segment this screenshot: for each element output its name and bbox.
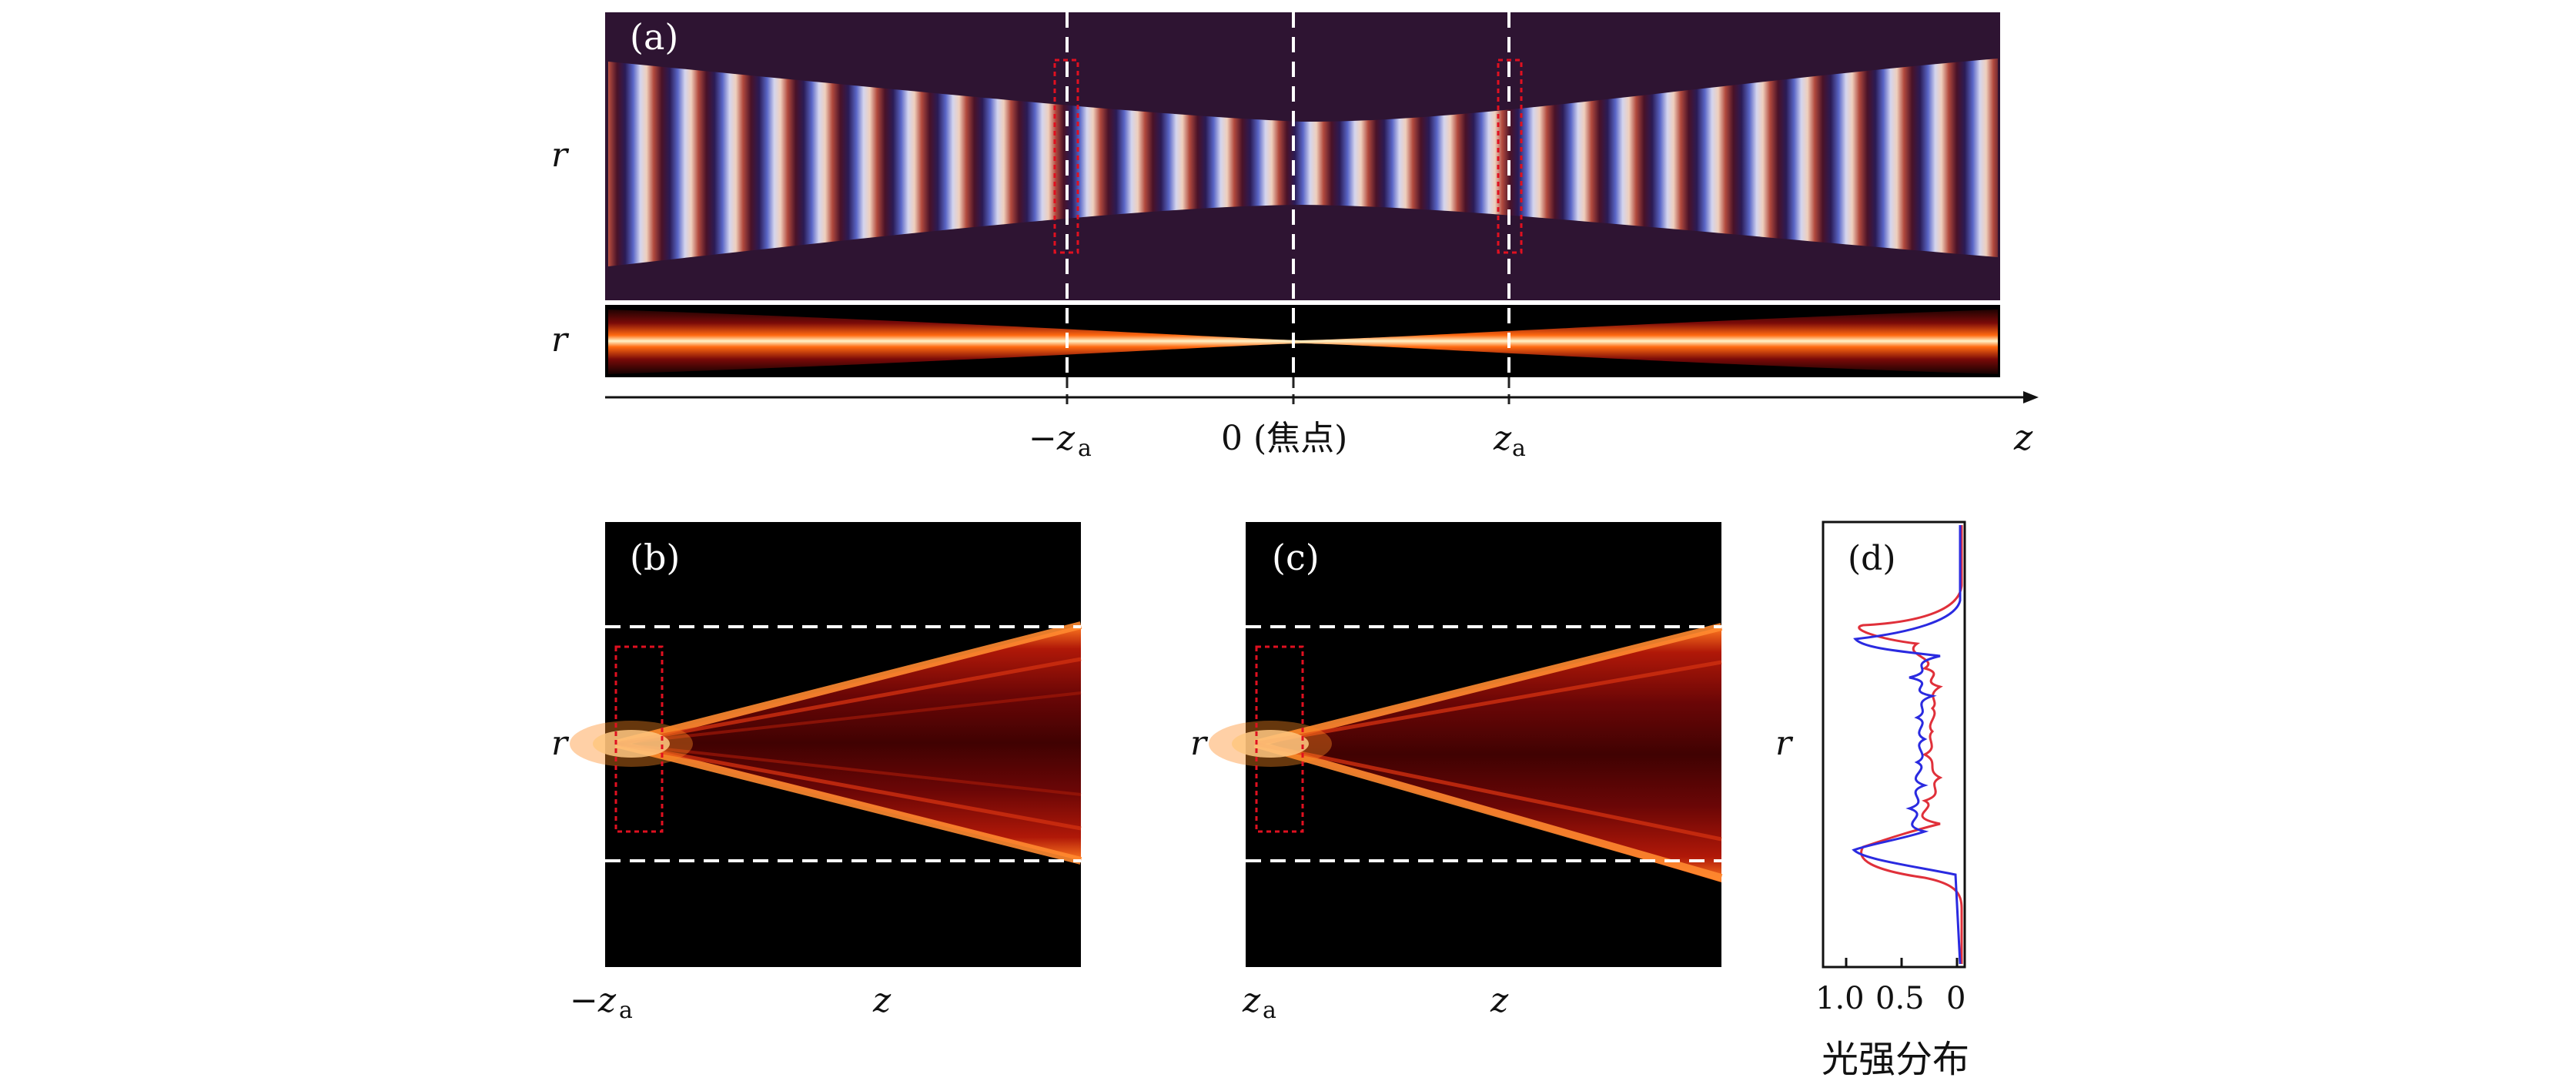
panel-d-tick-1: 1.0: [1815, 981, 1865, 1016]
panel-b-marker-box: [614, 645, 664, 833]
panel-d-r-label: r: [1775, 724, 1794, 763]
svg-text:a: a: [619, 997, 633, 1024]
svg-text:z: z: [1493, 419, 1512, 458]
panel-a-r-label: r: [551, 136, 570, 175]
panel-c-z-label: z: [1490, 981, 1509, 1020]
panel-d-xlabel: 光强分布: [1822, 1038, 1969, 1081]
panel-c-tag: (c): [1272, 537, 1320, 578]
panel-d: (d) r 1.0 0.5 0 光强分布: [1775, 520, 1969, 1081]
z-axis-arrow: [2023, 391, 2039, 403]
panel-c: (c) r z a z: [1190, 522, 1723, 1024]
panel-b-cone: [616, 625, 1081, 861]
marker-box-left: [1053, 59, 1079, 254]
panel-c-marker-box: [1255, 645, 1304, 833]
panel-b-tick-left: −z a: [570, 981, 633, 1024]
panel-a-tag: (a): [630, 16, 678, 58]
svg-text:a: a: [1078, 435, 1092, 462]
svg-text:−z: −z: [570, 981, 617, 1020]
panel-c-cone: [1255, 627, 1721, 882]
panel-a: (a) r r −z a 0 (焦点) z a z: [551, 12, 2039, 462]
svg-text:a: a: [1512, 435, 1526, 462]
panel-a-z-label: z: [2013, 417, 2033, 458]
panel-b: (b) r −z a z: [551, 522, 1082, 1024]
svg-text:−z: −z: [1029, 419, 1076, 458]
panel-c-tick-left: z a: [1242, 981, 1276, 1024]
profile-blue: [1852, 525, 1962, 965]
panel-d-frame: [1822, 520, 1966, 969]
svg-text:a: a: [1263, 997, 1276, 1024]
panel-b-z-label: z: [872, 981, 892, 1020]
marker-box-right: [1497, 59, 1523, 254]
panel-a-r2-label: r: [551, 320, 570, 360]
panel-d-tag: (d): [1848, 539, 1896, 578]
tick-focus: 0 (焦点): [1221, 419, 1347, 458]
panel-b-tag: (b): [630, 537, 680, 578]
panel-c-r-label: r: [1190, 724, 1209, 763]
tick-pos-za: z a: [1493, 419, 1526, 462]
panel-d-tick-0: 0: [1946, 981, 1965, 1016]
panel-b-r-label: r: [551, 724, 570, 763]
svg-text:z: z: [1242, 981, 1261, 1020]
tick-neg-za: −z a: [1029, 419, 1092, 462]
panel-d-tick-05: 0.5: [1875, 981, 1925, 1016]
